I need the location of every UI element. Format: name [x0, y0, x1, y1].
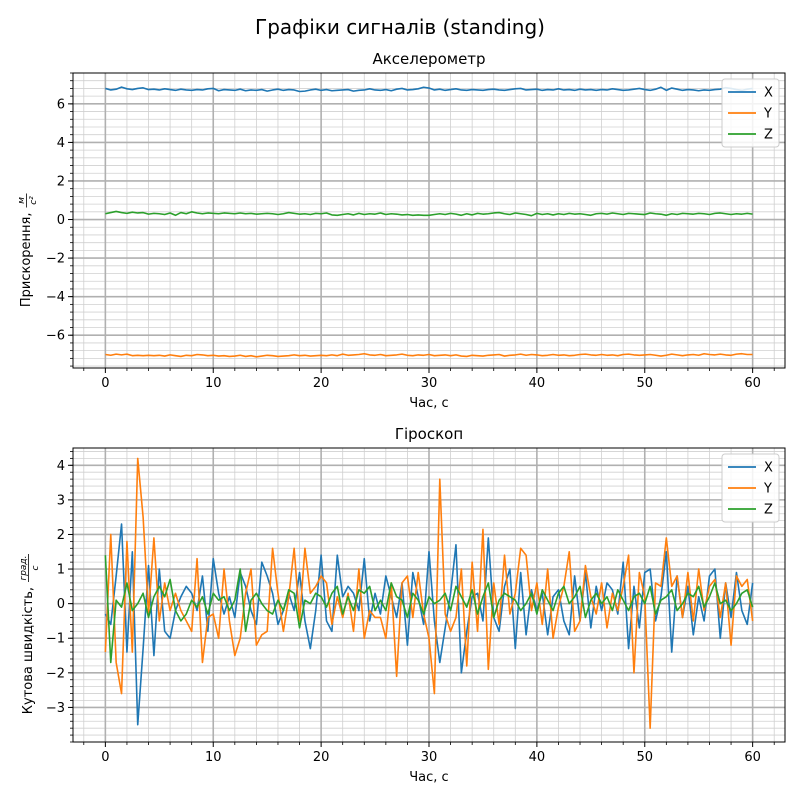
- x-tick-label: 60: [744, 376, 761, 391]
- y-tick-label: −3: [46, 701, 65, 716]
- x-tick-label: 60: [744, 750, 761, 765]
- x-tick-label: 20: [313, 750, 330, 765]
- series-group: [104, 457, 754, 729]
- y-unit-numerator: м: [17, 197, 27, 204]
- x-tick-label: 50: [636, 750, 653, 765]
- major-grid: [73, 448, 785, 742]
- legend-label: X: [764, 86, 773, 101]
- y-axis-label: Прискорення, м с²: [17, 193, 39, 308]
- series-line-y: [104, 457, 754, 729]
- y-axis-label-text: Прискорення,: [19, 213, 34, 308]
- legend-label: Z: [764, 128, 773, 143]
- y-unit-numerator: град.: [19, 555, 29, 580]
- legend: XYZ: [721, 78, 780, 148]
- y-tick-label: −4: [46, 290, 65, 305]
- x-tick-label: 40: [529, 750, 546, 765]
- y-axis-label: Кутова швидкість, град. с: [19, 554, 41, 714]
- legend-label: Y: [763, 482, 772, 497]
- x-tick-label: 0: [101, 750, 109, 765]
- y-tick-label: 2: [57, 174, 65, 189]
- y-tick-label: −1: [46, 632, 65, 647]
- accelerometer-panel: 0 10 20 30 40 50 60 −6 −4 −2 0 2 4 6 Акселерометр Час, …: [17, 50, 786, 411]
- y-tick-label: 1: [57, 563, 65, 578]
- y-unit-denominator: с: [31, 565, 41, 570]
- x-axis-label: Час, с: [409, 396, 448, 411]
- y-tick-label: 3: [57, 493, 65, 508]
- y-tick-label: 0: [57, 597, 65, 612]
- series-line-y: [105, 352, 753, 358]
- gyroscope-panel: 0 10 20 30 40 50 60 −3 −2 −1 0 1 2 3 4 Гіроскоп Час, с Ку…: [19, 425, 786, 785]
- series-line-x: [104, 523, 754, 726]
- y-tick-label: −2: [46, 252, 65, 267]
- x-tick-label: 50: [636, 376, 653, 391]
- x-tick-label: 40: [529, 376, 546, 391]
- legend-label: Z: [764, 503, 773, 518]
- y-tick-label: −6: [46, 329, 65, 344]
- legend-label: X: [764, 461, 773, 476]
- y-tick-label: 4: [57, 136, 65, 151]
- x-tick-label: 10: [205, 750, 222, 765]
- y-tick-label: 2: [57, 528, 65, 543]
- x-axis-label: Час, с: [409, 770, 448, 785]
- series-line-x: [105, 86, 753, 93]
- x-tick-label: 10: [205, 376, 222, 391]
- series-line-z: [105, 210, 753, 217]
- legend: XYZ: [721, 453, 780, 523]
- figure-title: Графіки сигналів (standing): [255, 15, 545, 39]
- y-tick-label: −2: [46, 666, 65, 681]
- chart-title: Акселерометр: [372, 50, 485, 68]
- x-tick-label: 30: [421, 750, 438, 765]
- major-grid: [73, 73, 785, 368]
- x-tick-label: 0: [101, 376, 109, 391]
- y-tick-label: 6: [57, 97, 65, 112]
- x-tick-label: 20: [313, 376, 330, 391]
- x-tick-label: 30: [421, 376, 438, 391]
- y-tick-label: 4: [57, 459, 65, 474]
- chart-title: Гіроскоп: [395, 425, 463, 443]
- series-group: [105, 86, 753, 358]
- series-line-z: [104, 555, 754, 664]
- y-unit-denominator: с²: [29, 196, 39, 205]
- y-tick-label: 0: [57, 213, 65, 228]
- y-axis-label-text: Кутова швидкість,: [21, 587, 36, 714]
- legend-label: Y: [763, 107, 772, 122]
